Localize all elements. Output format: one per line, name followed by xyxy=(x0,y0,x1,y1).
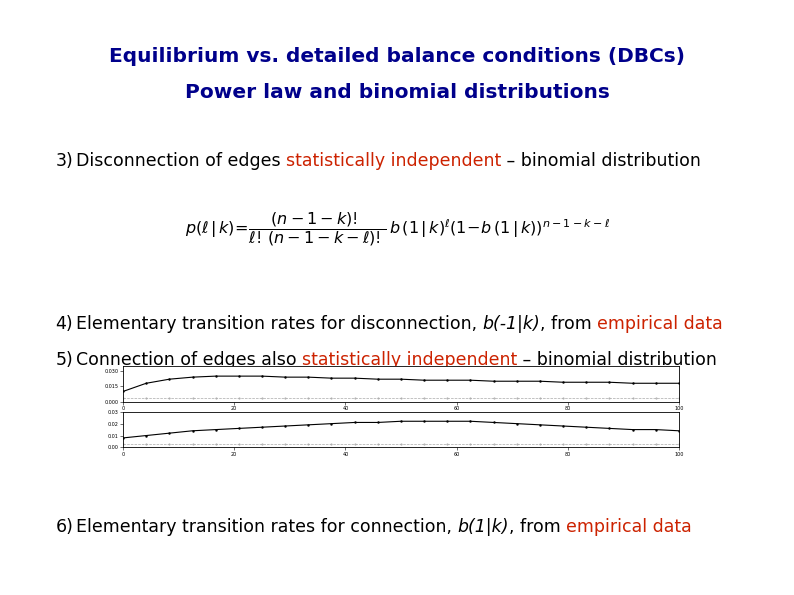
Text: statistically independent: statistically independent xyxy=(286,152,501,170)
Text: statistically independent: statistically independent xyxy=(302,351,517,369)
Text: – binomial distribution: – binomial distribution xyxy=(501,152,701,170)
Text: 5): 5) xyxy=(56,351,73,369)
Text: Disconnection of edges: Disconnection of edges xyxy=(75,152,286,170)
Text: empirical data: empirical data xyxy=(566,518,692,536)
Text: b(-1|k): b(-1|k) xyxy=(482,315,540,333)
Text: 3): 3) xyxy=(56,152,73,170)
Text: , from: , from xyxy=(540,315,597,333)
Text: , from: , from xyxy=(509,518,566,536)
Text: 6): 6) xyxy=(56,518,74,536)
Text: Elementary transition rates for connection,: Elementary transition rates for connecti… xyxy=(76,518,457,536)
Text: Connection of edges also: Connection of edges also xyxy=(75,351,302,369)
Text: Equilibrium vs. detailed balance conditions (DBCs): Equilibrium vs. detailed balance conditi… xyxy=(109,47,685,66)
Text: Elementary transition rates for disconnection,: Elementary transition rates for disconne… xyxy=(75,315,482,333)
Text: – binomial distribution: – binomial distribution xyxy=(517,351,717,369)
Text: b(1|k): b(1|k) xyxy=(457,518,509,536)
Text: empirical data: empirical data xyxy=(597,315,723,333)
Text: $p(\ell\,|\,k)\!=\!\dfrac{(n-1-k)!}{\ell!\,(n-1-k-\ell)!}\,b\,(1\,|\,k)^{\ell}(1: $p(\ell\,|\,k)\!=\!\dfrac{(n-1-k)!}{\ell… xyxy=(184,210,610,248)
Text: Power law and binomial distributions: Power law and binomial distributions xyxy=(184,83,610,102)
Text: 4): 4) xyxy=(56,315,73,333)
